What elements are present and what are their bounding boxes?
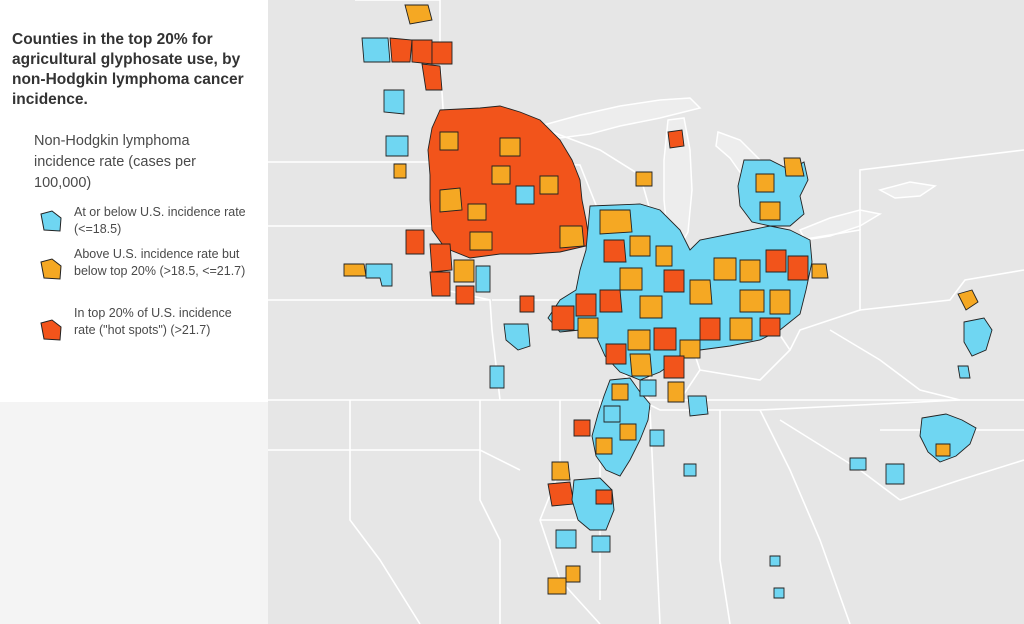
county-cluster-delta	[547, 377, 905, 599]
panel-lower-area	[0, 402, 268, 624]
legend-title: Non-Hodgkin lymphoma incidence rate (cas…	[34, 133, 196, 191]
map-title: Counties in the top 20% for agricultural…	[12, 31, 244, 108]
legend-label-above: Above U.S. incidence rate but below top …	[74, 247, 246, 278]
county-cluster-east-coast	[919, 289, 993, 463]
red-swatch-icon	[40, 319, 62, 341]
orange-swatch-icon	[40, 258, 62, 280]
legend-panel: Counties in the top 20% for agricultural…	[0, 0, 268, 402]
county-cluster-upper-midwest	[343, 4, 685, 305]
legend-label-hot-spots: In top 20% of U.S. incidence rate ("hot …	[74, 306, 232, 337]
legend-label-below: At or below U.S. incidence rate (<=18.5)	[74, 205, 246, 236]
county-cluster-corn-belt	[489, 157, 829, 389]
light-blue-swatch-icon	[40, 210, 62, 232]
